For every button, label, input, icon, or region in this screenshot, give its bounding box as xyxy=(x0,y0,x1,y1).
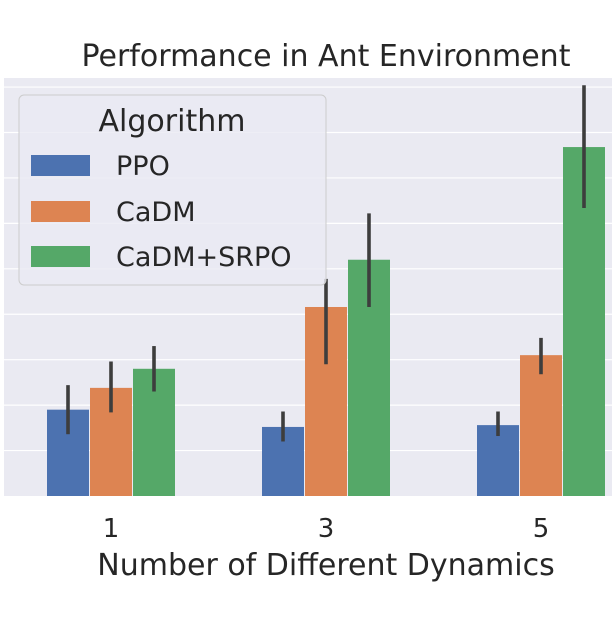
bars xyxy=(47,147,605,497)
legend-swatch xyxy=(31,155,90,176)
legend-label: PPO xyxy=(116,151,170,182)
x-tick-label: 1 xyxy=(103,514,120,544)
x-tick-label: 5 xyxy=(533,514,550,544)
legend-label: CaDM+SRPO xyxy=(116,242,292,273)
bar-ppo-5 xyxy=(477,425,519,496)
x-tick-labels: 1 3 5 xyxy=(103,514,550,544)
legend-label: CaDM xyxy=(116,197,195,228)
legend-title: Algorithm xyxy=(99,104,246,139)
legend-swatch xyxy=(31,246,90,267)
legend: Algorithm PPO CaDM CaDM+SRPO xyxy=(18,94,327,286)
chart-title: Performance in Ant Environment xyxy=(82,39,571,74)
legend-box xyxy=(18,94,327,286)
x-axis-label: Number of Different Dynamics xyxy=(97,548,554,583)
bar-cadm-5 xyxy=(520,355,562,496)
legend-swatch xyxy=(31,201,90,222)
x-tick-label: 3 xyxy=(318,514,335,544)
error-bars xyxy=(66,85,586,442)
